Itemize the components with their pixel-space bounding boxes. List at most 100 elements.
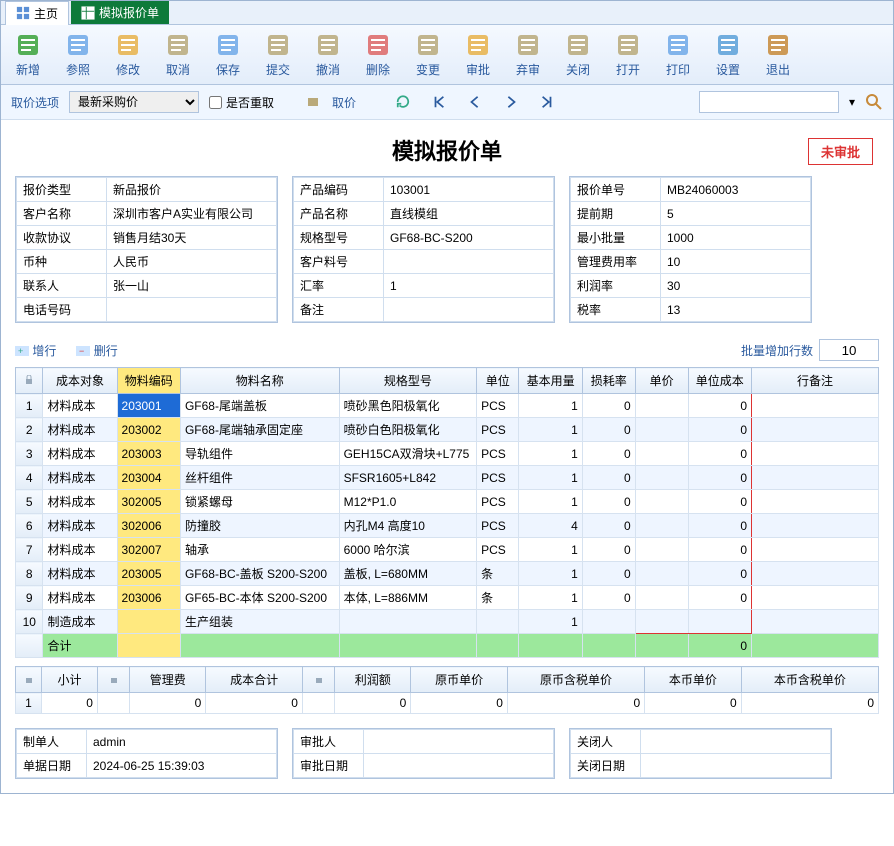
cell[interactable] [752, 442, 879, 466]
field-value[interactable]: 30 [661, 274, 811, 298]
cell[interactable]: 条 [477, 562, 519, 586]
cell[interactable]: 0 [688, 586, 751, 610]
field-value[interactable]: 深圳市客户A实业有限公司 [107, 202, 277, 226]
cell[interactable]: PCS [477, 490, 519, 514]
batch-add-input[interactable] [819, 339, 879, 361]
ref-button[interactable]: 参照 [57, 29, 99, 80]
field-value[interactable] [107, 298, 277, 322]
cell[interactable]: 1 [519, 490, 582, 514]
price-option-label[interactable]: 取价选项 [11, 94, 59, 111]
field-value[interactable]: 13 [661, 298, 811, 322]
cell[interactable] [752, 610, 879, 634]
cell[interactable] [582, 610, 635, 634]
cell[interactable]: 0 [688, 466, 751, 490]
cell[interactable]: 0 [582, 586, 635, 610]
cell[interactable]: 302006 [117, 514, 180, 538]
cell[interactable]: 1 [519, 610, 582, 634]
table-row[interactable]: 7材料成本302007轴承6000 哈尔滨PCS100 [16, 538, 879, 562]
cell[interactable]: 302007 [117, 538, 180, 562]
cell[interactable] [117, 610, 180, 634]
cell[interactable]: 1 [519, 562, 582, 586]
field-value[interactable]: 人民币 [107, 250, 277, 274]
reget-checkbox-wrap[interactable]: 是否重取 [209, 94, 274, 111]
change-button[interactable]: 变更 [407, 29, 449, 80]
cancel-button[interactable]: 取消 [157, 29, 199, 80]
field-value[interactable]: 5 [661, 202, 811, 226]
cell[interactable]: 0 [688, 394, 751, 418]
cell[interactable]: 0 [688, 490, 751, 514]
magnifier-icon[interactable] [865, 93, 883, 111]
cell[interactable]: 0 [582, 514, 635, 538]
cell[interactable] [635, 610, 688, 634]
col-header[interactable]: 行备注 [752, 368, 879, 394]
col-header[interactable]: 成本对象 [43, 368, 117, 394]
field-value[interactable]: admin [87, 730, 277, 754]
cell[interactable]: 生产组装 [180, 610, 339, 634]
main-grid[interactable]: 成本对象物料编码物料名称规格型号单位基本用量损耗率单价单位成本行备注1材料成本2… [15, 367, 879, 658]
cell[interactable] [635, 538, 688, 562]
next-icon[interactable] [504, 95, 518, 109]
refresh-icon[interactable] [396, 95, 410, 109]
cell[interactable]: 喷砂白色阳极氧化 [339, 418, 476, 442]
approve-button[interactable]: 审批 [457, 29, 499, 80]
table-row[interactable]: 5材料成本302005锁紧螺母M12*P1.0PCS100 [16, 490, 879, 514]
cell[interactable]: M12*P1.0 [339, 490, 476, 514]
col-header[interactable] [16, 368, 43, 394]
table-row[interactable]: 9材料成本203006GF65-BC-本体 S200-S200本体, L=886… [16, 586, 879, 610]
cell[interactable]: 材料成本 [43, 586, 117, 610]
exit-button[interactable]: 退出 [757, 29, 799, 80]
add-row-button[interactable]: + 增行 [15, 342, 56, 359]
cell[interactable] [688, 610, 751, 634]
field-value[interactable]: 103001 [384, 178, 554, 202]
cell[interactable]: 1 [519, 418, 582, 442]
table-row[interactable]: 4材料成本203004丝杆组件SFSR1605+L842PCS100 [16, 466, 879, 490]
cell[interactable]: 0 [582, 466, 635, 490]
close-button[interactable]: 关闭 [557, 29, 599, 80]
cell[interactable]: 材料成本 [43, 418, 117, 442]
field-value[interactable] [641, 754, 831, 778]
cell[interactable] [635, 490, 688, 514]
cell[interactable] [752, 490, 879, 514]
cell[interactable]: 203005 [117, 562, 180, 586]
del-row-button[interactable]: − 删行 [76, 342, 117, 359]
cell[interactable]: 0 [582, 538, 635, 562]
cell[interactable] [635, 442, 688, 466]
field-value[interactable]: 10 [661, 250, 811, 274]
cell[interactable]: 锁紧螺母 [180, 490, 339, 514]
cell[interactable]: 0 [688, 514, 751, 538]
submit-button[interactable]: 提交 [257, 29, 299, 80]
cell[interactable]: 0 [688, 538, 751, 562]
table-row[interactable]: 10制造成本生产组装1 [16, 610, 879, 634]
cell[interactable]: 0 [688, 442, 751, 466]
cell[interactable]: 0 [582, 394, 635, 418]
cell[interactable]: PCS [477, 394, 519, 418]
cell[interactable]: GEH15CA双滑块+L775 [339, 442, 476, 466]
cell[interactable] [635, 394, 688, 418]
cell[interactable]: 0 [688, 562, 751, 586]
cell[interactable] [477, 610, 519, 634]
cell[interactable]: 材料成本 [43, 466, 117, 490]
cell[interactable]: 203006 [117, 586, 180, 610]
cell[interactable]: 1 [519, 394, 582, 418]
cell[interactable]: 203003 [117, 442, 180, 466]
cell[interactable]: PCS [477, 418, 519, 442]
table-row[interactable]: 1材料成本203001GF68-尾端盖板喷砂黑色阳极氧化PCS100 [16, 394, 879, 418]
cell[interactable]: 1 [519, 586, 582, 610]
field-value[interactable]: 新品报价 [107, 178, 277, 202]
col-header[interactable]: 损耗率 [582, 368, 635, 394]
cell[interactable]: 0 [582, 562, 635, 586]
cell[interactable]: GF68-尾端盖板 [180, 394, 339, 418]
cell[interactable]: 丝杆组件 [180, 466, 339, 490]
search-dropdown[interactable]: ▾ [849, 95, 855, 109]
cell[interactable] [339, 610, 476, 634]
prev-icon[interactable] [468, 95, 482, 109]
field-value[interactable]: MB24060003 [661, 178, 811, 202]
first-icon[interactable] [432, 95, 446, 109]
undo-button[interactable]: 撤消 [307, 29, 349, 80]
last-icon[interactable] [540, 95, 554, 109]
col-header[interactable]: 物料编码 [117, 368, 180, 394]
cell[interactable]: 防撞胶 [180, 514, 339, 538]
cell[interactable]: 材料成本 [43, 442, 117, 466]
edit-button[interactable]: 修改 [107, 29, 149, 80]
table-row[interactable]: 3材料成本203003导轨组件GEH15CA双滑块+L775PCS100 [16, 442, 879, 466]
